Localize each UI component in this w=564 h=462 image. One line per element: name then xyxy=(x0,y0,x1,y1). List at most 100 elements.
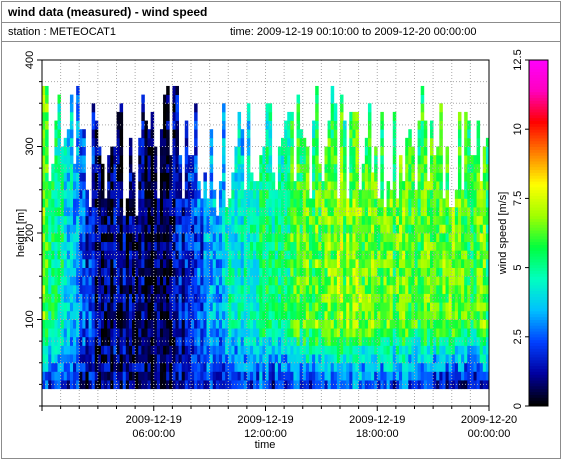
heatmap-cell xyxy=(433,258,437,268)
heatmap-cell xyxy=(274,354,279,364)
heatmap-cell xyxy=(234,198,238,208)
heatmap-cell xyxy=(482,302,487,312)
heatmap-cell xyxy=(333,250,338,260)
heatmap-cell xyxy=(66,310,71,320)
heatmap-cell xyxy=(361,224,366,234)
heatmap-cell xyxy=(324,354,328,364)
heatmap-cell xyxy=(63,189,68,199)
heatmap-cell xyxy=(265,198,269,208)
heatmap-cell xyxy=(119,310,124,320)
heatmap-cell xyxy=(457,328,462,338)
heatmap-cell xyxy=(296,111,301,121)
heatmap-cell xyxy=(212,276,217,286)
heatmap-cell xyxy=(132,371,136,381)
heatmap-cell xyxy=(299,336,304,346)
heatmap-cell xyxy=(479,189,484,199)
heatmap-cell xyxy=(243,328,248,338)
heatmap-cell xyxy=(156,362,161,372)
heatmap-cell xyxy=(125,267,130,277)
heatmap-cell xyxy=(85,189,89,199)
heatmap-cell xyxy=(417,129,422,139)
heatmap-cell xyxy=(169,267,173,277)
heatmap-cell xyxy=(85,215,89,225)
heatmap-cell xyxy=(94,302,99,312)
heatmap-cell xyxy=(259,310,263,320)
colorbar-tick-label: 5 xyxy=(512,265,524,271)
heatmap-cell xyxy=(135,345,139,355)
heatmap-cell xyxy=(153,267,158,277)
heatmap-cell xyxy=(296,302,301,312)
heatmap-cell xyxy=(302,215,307,225)
heatmap-cell xyxy=(184,371,189,381)
heatmap-cell xyxy=(398,155,403,165)
heatmap-cell xyxy=(256,380,260,390)
heatmap-cell xyxy=(222,155,226,165)
heatmap-cell xyxy=(42,163,46,173)
heatmap-cell xyxy=(290,258,294,268)
heatmap-cell xyxy=(299,207,304,217)
heatmap-cell xyxy=(411,181,415,191)
heatmap-cell xyxy=(262,233,266,243)
heatmap-cell xyxy=(426,371,431,381)
heatmap-cell xyxy=(228,328,232,338)
heatmap-cell xyxy=(476,172,481,182)
heatmap-cell xyxy=(82,345,86,355)
heatmap-cell xyxy=(91,137,96,147)
heatmap-cell xyxy=(290,155,294,165)
heatmap-cell xyxy=(209,198,214,208)
heatmap-cell xyxy=(88,241,93,251)
heatmap-cell xyxy=(262,224,266,234)
heatmap-cell xyxy=(54,224,58,234)
heatmap-cell xyxy=(265,345,269,355)
heatmap-cell xyxy=(367,189,372,199)
heatmap-cell xyxy=(163,336,167,346)
heatmap-cell xyxy=(73,163,77,173)
heatmap-cell xyxy=(135,284,139,294)
colorbar-swatch xyxy=(529,322,548,326)
heatmap-cell xyxy=(203,241,207,251)
heatmap-cell xyxy=(42,85,46,95)
heatmap-cell xyxy=(69,189,74,199)
heatmap-cell xyxy=(128,215,133,225)
heatmap-cell xyxy=(150,380,155,390)
heatmap-cell xyxy=(315,224,319,234)
heatmap-cell xyxy=(461,189,465,199)
x-tick-label-date: 2009-12-19 xyxy=(237,414,293,426)
heatmap-cell xyxy=(361,310,366,320)
heatmap-cell xyxy=(159,129,164,139)
heatmap-cell xyxy=(79,146,83,156)
heatmap-cell xyxy=(66,233,71,243)
heatmap-cell xyxy=(159,224,164,234)
heatmap-cell xyxy=(305,215,310,225)
heatmap-cell xyxy=(414,380,418,390)
heatmap-cell xyxy=(110,207,114,217)
heatmap-cell xyxy=(352,155,356,165)
heatmap-cell xyxy=(91,319,96,329)
heatmap-cell xyxy=(473,328,477,338)
heatmap-cell xyxy=(42,276,46,286)
heatmap-cell xyxy=(169,354,173,364)
heatmap-cell xyxy=(470,189,474,199)
heatmap-cell xyxy=(405,354,409,364)
heatmap-cell xyxy=(467,207,471,217)
heatmap-cell xyxy=(175,85,179,95)
heatmap-cell xyxy=(94,267,99,277)
heatmap-cell xyxy=(63,215,68,225)
heatmap-cell xyxy=(470,233,474,243)
heatmap-cell xyxy=(318,189,322,199)
heatmap-cell xyxy=(457,129,462,139)
heatmap-cell xyxy=(225,302,229,312)
heatmap-cell xyxy=(94,362,99,372)
heatmap-cell xyxy=(91,146,96,156)
heatmap-cell xyxy=(175,146,179,156)
heatmap-cell xyxy=(243,293,248,303)
heatmap-cell xyxy=(203,224,207,234)
heatmap-cell xyxy=(187,302,192,312)
heatmap-cell xyxy=(104,371,108,381)
heatmap-cell xyxy=(408,189,412,199)
heatmap-cell xyxy=(398,293,403,303)
heatmap-cell xyxy=(175,284,179,294)
heatmap-cell xyxy=(253,284,257,294)
heatmap-cell xyxy=(364,181,369,191)
heatmap-cell xyxy=(138,163,142,173)
